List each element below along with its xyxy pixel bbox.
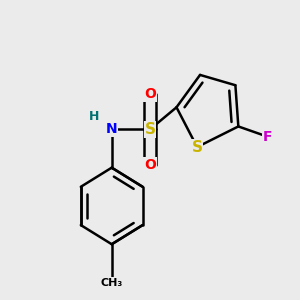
Text: N: N [106,122,118,136]
Text: S: S [192,140,203,154]
Text: F: F [263,130,272,144]
Text: H: H [89,110,99,123]
Text: O: O [144,87,156,101]
Text: O: O [144,158,156,172]
Text: S: S [145,122,155,137]
Text: CH₃: CH₃ [100,278,123,287]
